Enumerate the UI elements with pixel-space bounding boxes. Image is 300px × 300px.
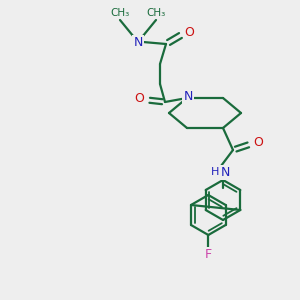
Text: CH₃: CH₃ [146, 8, 166, 18]
Text: F: F [205, 248, 212, 260]
Text: N: N [133, 35, 143, 49]
Text: N: N [183, 91, 193, 103]
Text: O: O [184, 26, 194, 38]
Text: N: N [220, 166, 230, 178]
Text: O: O [253, 136, 263, 149]
Text: CH₃: CH₃ [110, 8, 130, 18]
Text: O: O [134, 92, 144, 106]
Text: H: H [211, 167, 219, 177]
